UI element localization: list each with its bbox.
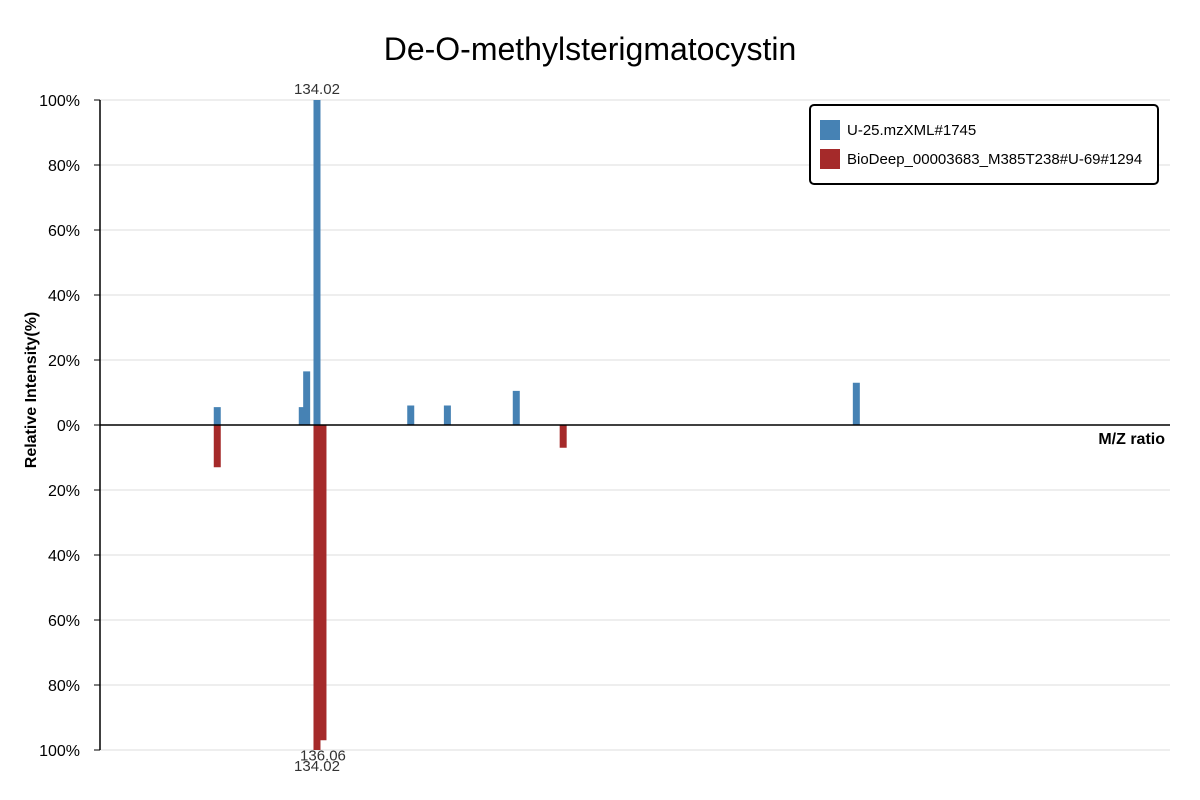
- peak-label: 134.02: [294, 81, 340, 98]
- y-tick-label: 80%: [48, 678, 80, 695]
- grid-lines: [100, 99, 1170, 751]
- y-tick-label: 100%: [39, 743, 80, 760]
- reference-peak-bar: [319, 425, 327, 741]
- y-tick-label: 80%: [48, 158, 80, 175]
- legend-label-query: U-25.mzXML#1745: [847, 122, 976, 139]
- y-tick-label: 60%: [48, 223, 80, 240]
- query-peak-bar: [313, 100, 321, 425]
- spectrum-bars: [213, 100, 860, 750]
- peak-label: 136.06: [300, 747, 346, 764]
- legend: U-25.mzXML#1745 BioDeep_00003683_M385T23…: [809, 104, 1159, 185]
- y-tick-label: 40%: [48, 548, 80, 565]
- legend-swatch-reference: [820, 149, 840, 169]
- y-axis-label: Relative Intensity(%): [23, 312, 40, 468]
- y-axis-ticks: 100% 80% 60% 40% 20% 0% 20% 40% 60% 80% 100%: [39, 93, 100, 760]
- reference-peak-bar: [313, 425, 321, 750]
- legend-box: [809, 104, 1159, 185]
- query-peak-bar: [852, 382, 860, 425]
- y-tick-label: 0%: [57, 418, 80, 435]
- reference-peak-bar: [213, 425, 221, 468]
- query-peak-bar: [213, 407, 221, 425]
- y-tick-label: 60%: [48, 613, 80, 630]
- query-peak-bar: [512, 390, 520, 425]
- query-peak-bar: [407, 405, 415, 425]
- query-peak-bar: [443, 405, 451, 425]
- reference-peak-bar: [559, 425, 567, 448]
- legend-swatch-query: [820, 120, 840, 140]
- y-tick-label: 100%: [39, 93, 80, 110]
- y-tick-label: 20%: [48, 353, 80, 370]
- legend-label-reference: BioDeep_00003683_M385T238#U-69#1294: [847, 151, 1142, 168]
- chart-title: De-O-methylsterigmatocystin: [384, 31, 797, 67]
- y-tick-label: 20%: [48, 483, 80, 500]
- query-peak-bar: [303, 371, 311, 425]
- query-peak-bar: [298, 407, 306, 425]
- x-axis-label: M/Z ratio: [1098, 431, 1165, 448]
- peak-label: 134.02: [294, 758, 340, 775]
- y-tick-label: 40%: [48, 288, 80, 305]
